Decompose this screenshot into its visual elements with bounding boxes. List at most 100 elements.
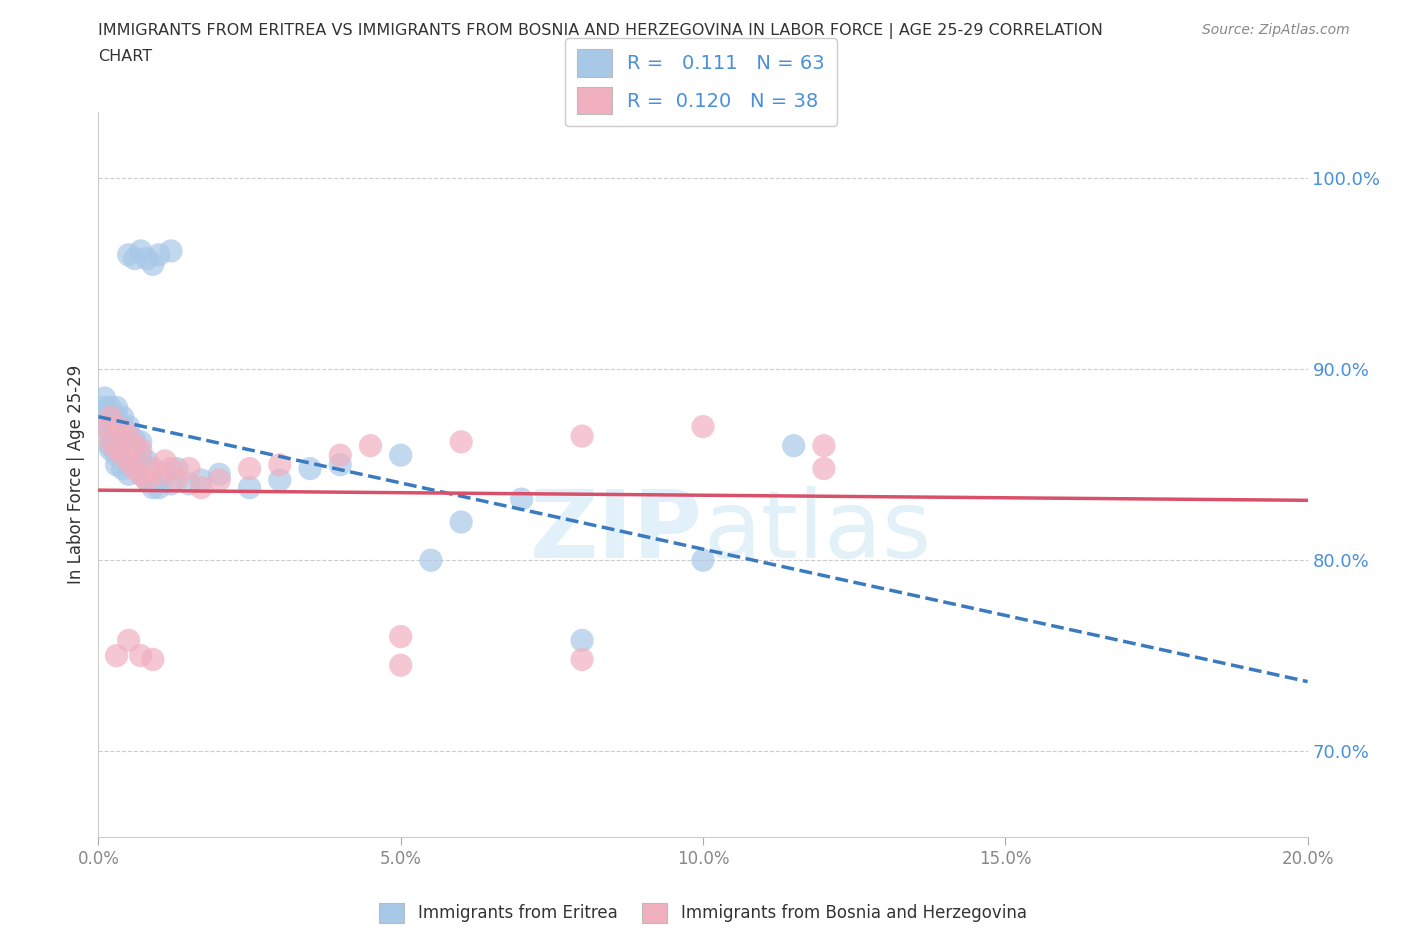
Point [111, 438, 134, 453]
Point [239, 480, 262, 495]
Point [100, 409, 122, 424]
Point [105, 419, 128, 434]
Point [118, 419, 141, 434]
Point [105, 419, 128, 434]
Point [153, 467, 176, 482]
Point [160, 461, 183, 476]
Point [135, 251, 157, 266]
Point [129, 467, 152, 482]
Point [813, 438, 835, 453]
Point [450, 514, 472, 529]
Point [129, 447, 152, 462]
Point [118, 429, 141, 444]
Point [129, 434, 152, 449]
Point [179, 476, 201, 491]
Point [93, 419, 115, 434]
Point [208, 472, 231, 487]
Point [135, 472, 157, 487]
Point [124, 251, 146, 266]
Point [269, 472, 291, 487]
Point [105, 429, 128, 444]
Point [239, 461, 262, 476]
Point [129, 648, 152, 663]
Point [118, 447, 141, 462]
Point [93, 419, 115, 434]
Point [148, 480, 170, 495]
Text: IMMIGRANTS FROM ERITREA VS IMMIGRANTS FROM BOSNIA AND HERZEGOVINA IN LABOR FORCE: IMMIGRANTS FROM ERITREA VS IMMIGRANTS FR… [98, 23, 1104, 39]
Point [571, 429, 593, 444]
Point [111, 419, 134, 434]
Point [111, 409, 134, 424]
Text: Source: ZipAtlas.com: Source: ZipAtlas.com [1202, 23, 1350, 37]
Point [166, 461, 188, 476]
Point [389, 447, 412, 462]
Point [100, 442, 122, 457]
Point [190, 472, 212, 487]
Point [111, 429, 134, 444]
Point [105, 442, 128, 457]
Point [783, 438, 806, 453]
Point [510, 492, 533, 507]
Point [124, 442, 146, 457]
Point [299, 461, 322, 476]
Point [93, 409, 115, 424]
Point [420, 552, 443, 567]
Point [100, 409, 122, 424]
Point [100, 434, 122, 449]
Point [571, 633, 593, 648]
Point [148, 247, 170, 262]
Point [118, 454, 141, 469]
Point [142, 257, 165, 272]
Point [813, 461, 835, 476]
Point [179, 461, 201, 476]
Point [571, 652, 593, 667]
Point [160, 476, 183, 491]
Point [124, 454, 146, 469]
Point [692, 552, 714, 567]
Point [329, 458, 352, 472]
Point [190, 480, 212, 495]
Point [329, 447, 352, 462]
Legend: Immigrants from Eritrea, Immigrants from Bosnia and Herzegovina: Immigrants from Eritrea, Immigrants from… [373, 897, 1033, 930]
Point [111, 447, 134, 462]
Point [269, 458, 291, 472]
Point [111, 461, 134, 476]
Text: ZIP: ZIP [530, 486, 703, 578]
Point [129, 244, 152, 259]
Point [135, 454, 157, 469]
Point [166, 472, 188, 487]
Point [105, 438, 128, 453]
Point [142, 461, 165, 476]
Point [208, 467, 231, 482]
Point [389, 658, 412, 672]
Point [111, 447, 134, 462]
Point [124, 461, 146, 476]
Point [93, 391, 115, 405]
Point [105, 409, 128, 424]
Point [160, 244, 183, 259]
Point [105, 458, 128, 472]
Point [100, 400, 122, 415]
Point [153, 454, 176, 469]
Point [389, 629, 412, 644]
Point [93, 400, 115, 415]
Point [360, 438, 382, 453]
Point [118, 633, 141, 648]
Point [124, 438, 146, 453]
Point [142, 461, 165, 476]
Point [124, 432, 146, 447]
Point [105, 400, 128, 415]
Point [105, 447, 128, 462]
Point [135, 472, 157, 487]
Point [111, 423, 134, 438]
Point [100, 429, 122, 444]
Y-axis label: In Labor Force | Age 25-29: In Labor Force | Age 25-29 [66, 365, 84, 584]
Point [105, 648, 128, 663]
Text: atlas: atlas [703, 486, 931, 578]
Point [118, 247, 141, 262]
Point [124, 461, 146, 476]
Point [142, 480, 165, 495]
Point [118, 429, 141, 444]
Point [148, 467, 170, 482]
Point [692, 419, 714, 434]
